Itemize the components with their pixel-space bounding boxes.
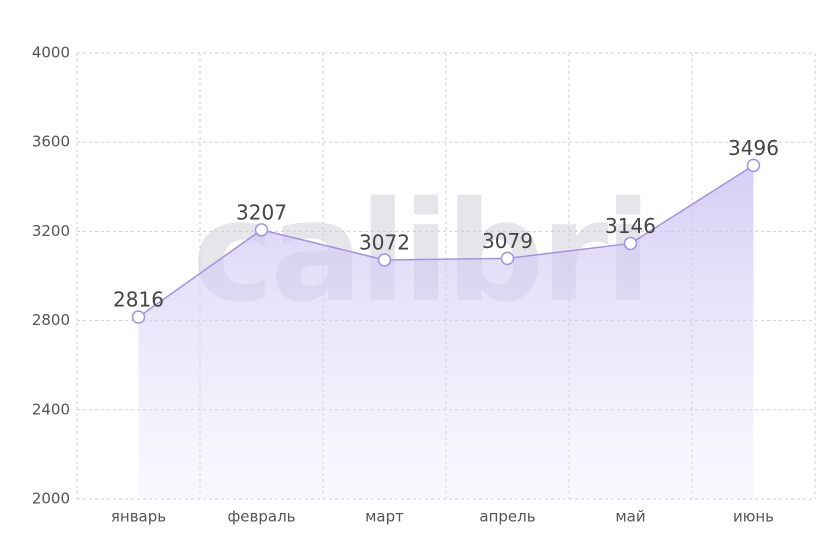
line [138,164,754,318]
x-tick-label: январь [111,508,166,526]
value-label: 3496 [728,136,779,160]
y-tick-label: 2400 [32,400,70,418]
y-tick-label: 3200 [32,222,70,240]
point [746,158,761,173]
point [254,223,269,237]
area [138,165,754,499]
value-label: 3146 [605,214,656,238]
x-tick-label: март [365,508,404,526]
y-tick-label: 2000 [32,490,70,508]
point [623,236,638,251]
y-tick-label: 2800 [32,311,70,329]
point [377,253,392,267]
x-tick-label: июнь [733,508,774,526]
value-label: 3072 [359,230,410,254]
x-tick-label: май [615,508,645,526]
x-tick-label: февраль [227,508,295,526]
point [500,251,515,266]
value-label: 3207 [236,200,287,224]
value-label: 2816 [113,288,164,312]
y-tick-label: 4000 [32,44,70,62]
value-label: 3079 [482,229,533,253]
point [131,310,146,324]
y-tick-label: 3600 [32,133,70,151]
x-tick-label: апрель [479,508,535,526]
